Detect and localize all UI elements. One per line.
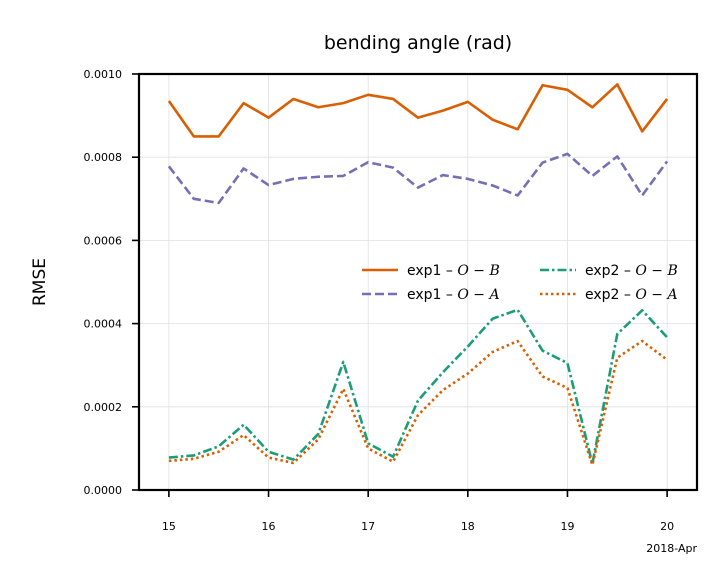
- y-tick-label: 0.0006: [84, 234, 123, 247]
- x-tick-label: 15: [162, 520, 176, 533]
- series-line-4: [168, 339, 668, 467]
- series-line-2: [167, 152, 669, 205]
- legend-label-3: exp2 – O − B: [585, 263, 678, 279]
- y-axis: 0.0000 0.0002 0.0004 0.0006 0.0008 0.0010: [84, 68, 139, 497]
- x-tick-label: 16: [262, 520, 276, 533]
- y-tick-label: 0.0008: [84, 151, 123, 164]
- legend-label-math: O − B: [457, 263, 499, 279]
- legend-label-text: exp2 –: [585, 263, 635, 279]
- legend-label-1: exp1 – O − B: [407, 263, 500, 279]
- y-tick-label: 0.0010: [84, 68, 123, 81]
- x-axis: 15 16 17 18 19 20: [162, 490, 674, 533]
- series-layer: [167, 83, 669, 467]
- y-axis-label: RMSE: [30, 258, 50, 306]
- legend-label-math: O − A: [635, 287, 677, 303]
- series-line-1: [167, 83, 669, 138]
- y-tick-label: 0.0000: [84, 484, 123, 497]
- x-tick-label: 18: [461, 520, 475, 533]
- legend-label-2: exp1 – O − A: [407, 287, 500, 303]
- legend-label-text: exp1 –: [407, 287, 457, 303]
- x-tick-label: 19: [560, 520, 574, 533]
- y-tick-label: 0.0002: [84, 401, 123, 414]
- y-tick-label: 0.0004: [84, 318, 123, 331]
- legend-label-math: O − A: [457, 287, 499, 303]
- legend-label-4: exp2 – O − A: [585, 287, 678, 303]
- x-tick-label: 20: [660, 520, 674, 533]
- chart-title: bending angle (rad): [324, 32, 512, 54]
- series-line-3: [168, 308, 669, 466]
- legend-label-math: O − B: [635, 263, 677, 279]
- axes-frame: [137, 72, 699, 492]
- legend-label-text: exp2 –: [585, 287, 635, 303]
- x-tick-label: 17: [361, 520, 375, 533]
- legend-label-text: exp1 –: [407, 263, 457, 279]
- x-offset-label: 2018-Apr: [646, 542, 697, 555]
- grid: [139, 73, 697, 491]
